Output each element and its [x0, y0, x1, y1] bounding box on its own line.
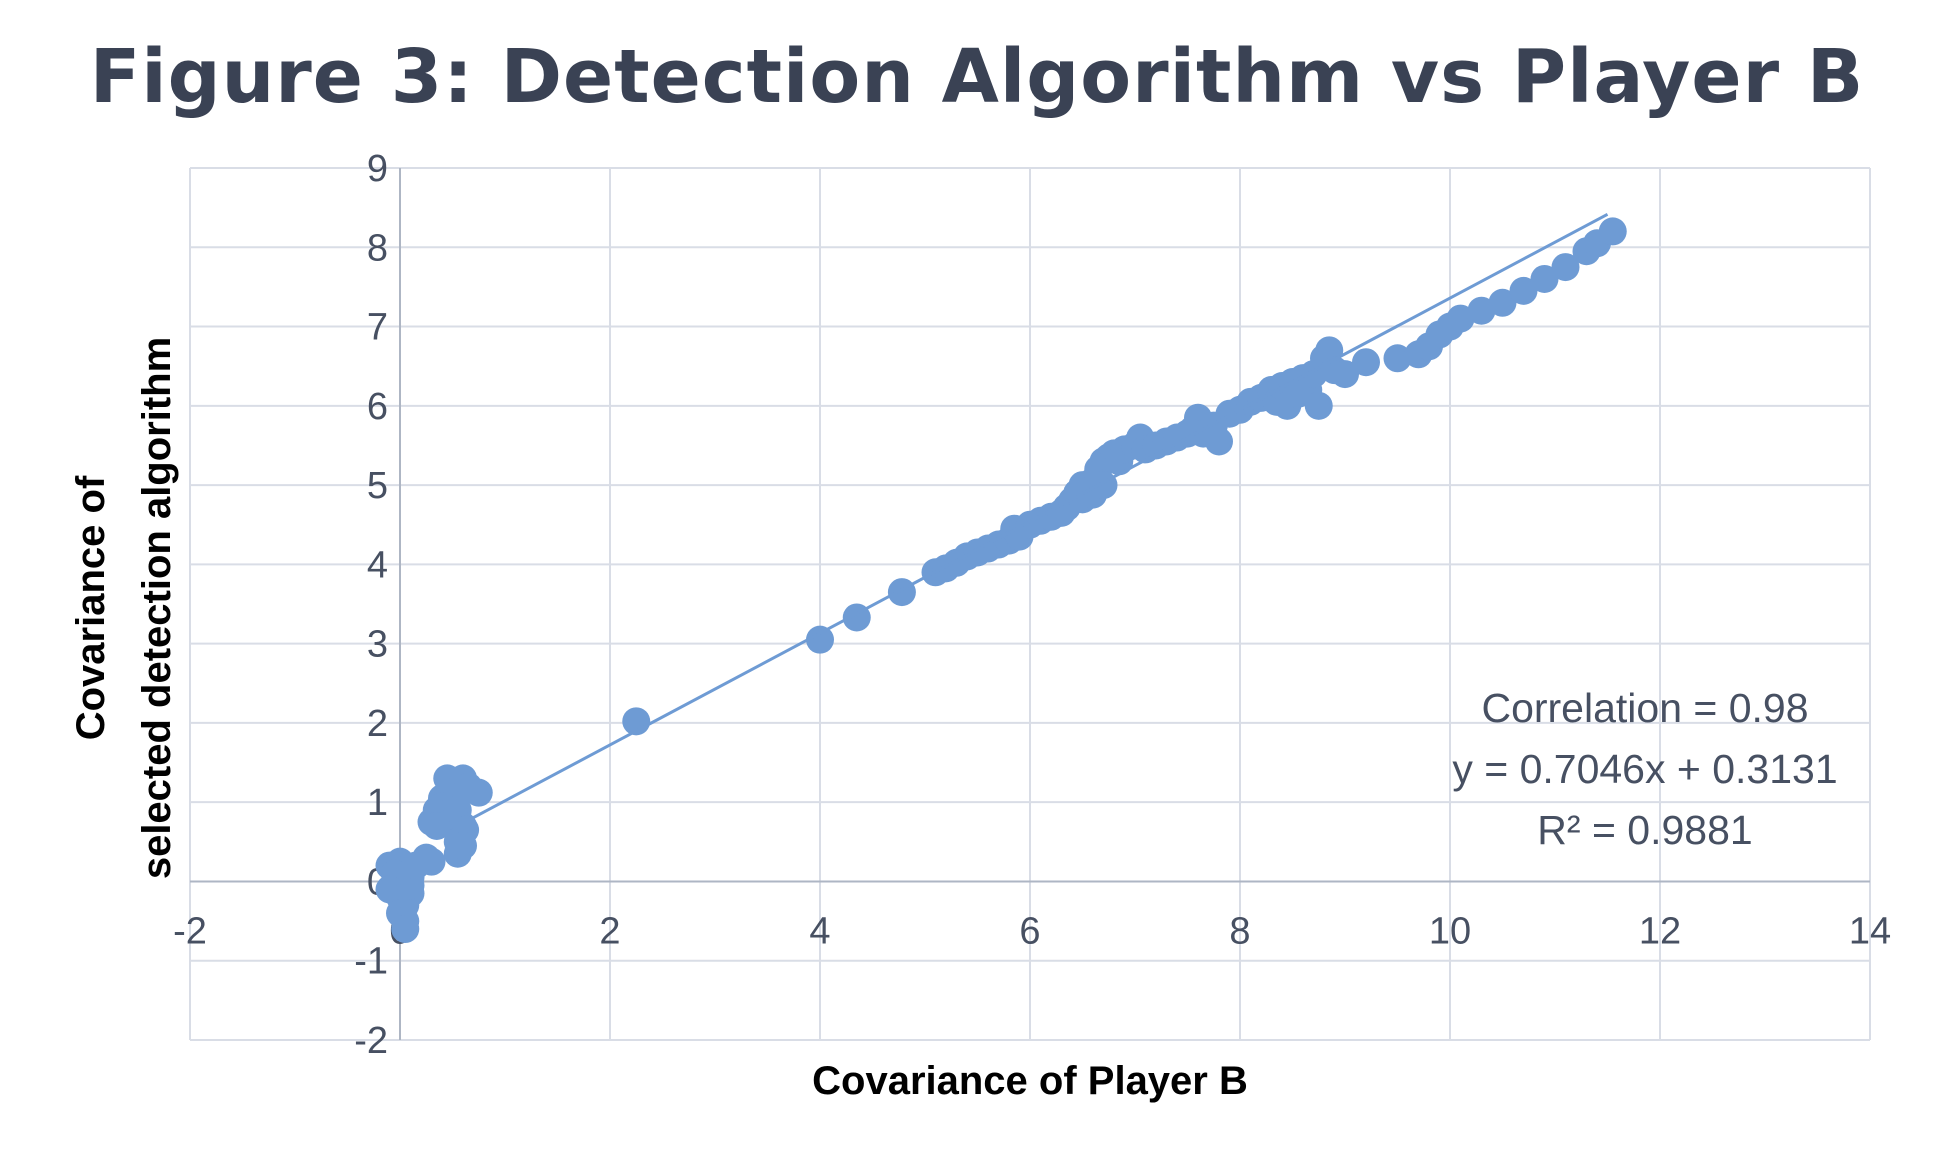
chart-title: Figure 3: Detection Algorithm vs Player …: [89, 34, 1865, 120]
data-point: [464, 778, 493, 807]
data-point: [1089, 471, 1118, 500]
y-tick-label: 7: [367, 307, 388, 349]
data-point: [391, 915, 420, 944]
annotation-box: Correlation = 0.98 y = 0.7046x + 0.3131 R²…: [1452, 685, 1837, 853]
data-point: [417, 847, 446, 876]
y-axis-title-line-2: selected detection algorithm: [135, 337, 179, 879]
annotation-line: y = 0.7046x + 0.3131: [1452, 746, 1837, 792]
data-point: [1467, 296, 1496, 325]
data-point: [806, 625, 834, 654]
y-tick-label: -2: [354, 1020, 388, 1062]
data-point: [1304, 391, 1333, 420]
y-axis-title: Covariance of selected detection algorit…: [69, 337, 179, 879]
y-tick-label: 5: [367, 465, 388, 507]
y-tick-label: 2: [367, 703, 388, 745]
data-point: [422, 811, 451, 840]
x-tick-label: 6: [1019, 910, 1040, 952]
x-tick-label: -2: [173, 910, 207, 952]
data-point: [1446, 304, 1475, 333]
grid-lines: [189, 167, 1871, 1041]
data-point: [1383, 344, 1412, 373]
data-point: [1488, 288, 1517, 317]
y-tick-label: -1: [354, 941, 388, 983]
data-point: [1551, 253, 1580, 282]
y-tick-labels: -2-10123456789: [354, 148, 388, 1062]
annotation-line: Correlation = 0.98: [1481, 685, 1808, 731]
y-tick-label: 6: [367, 386, 388, 428]
data-point: [449, 831, 477, 860]
x-tick-label: 10: [1429, 910, 1471, 952]
data-point: [1205, 427, 1233, 456]
y-tick-label: 9: [367, 148, 388, 190]
y-tick-label: 4: [367, 544, 388, 586]
trendline-layer: [472, 212, 1609, 819]
x-tick-label: 8: [1229, 910, 1250, 952]
x-tick-label: 14: [1849, 910, 1891, 952]
data-point: [1509, 276, 1538, 305]
x-axis-title: Covariance of Player B: [812, 1059, 1248, 1103]
y-tick-label: 1: [367, 782, 388, 824]
y-tick-label: 3: [367, 624, 388, 666]
data-point: [1331, 360, 1359, 389]
y-tick-label: 8: [367, 227, 388, 269]
x-tick-label: 4: [809, 910, 830, 952]
x-tick-label: 2: [599, 910, 620, 952]
y-axis-title-line-1: Covariance of: [69, 475, 113, 740]
data-point: [1598, 217, 1627, 246]
x-tick-label: 12: [1639, 910, 1681, 952]
data-point: [1352, 348, 1380, 377]
data-point: [887, 578, 916, 607]
annotation-line: R² = 0.9881: [1537, 807, 1752, 853]
x-tick-labels: -202468101214: [173, 910, 1891, 952]
trendline: [472, 212, 1609, 819]
data-point: [1530, 264, 1559, 293]
